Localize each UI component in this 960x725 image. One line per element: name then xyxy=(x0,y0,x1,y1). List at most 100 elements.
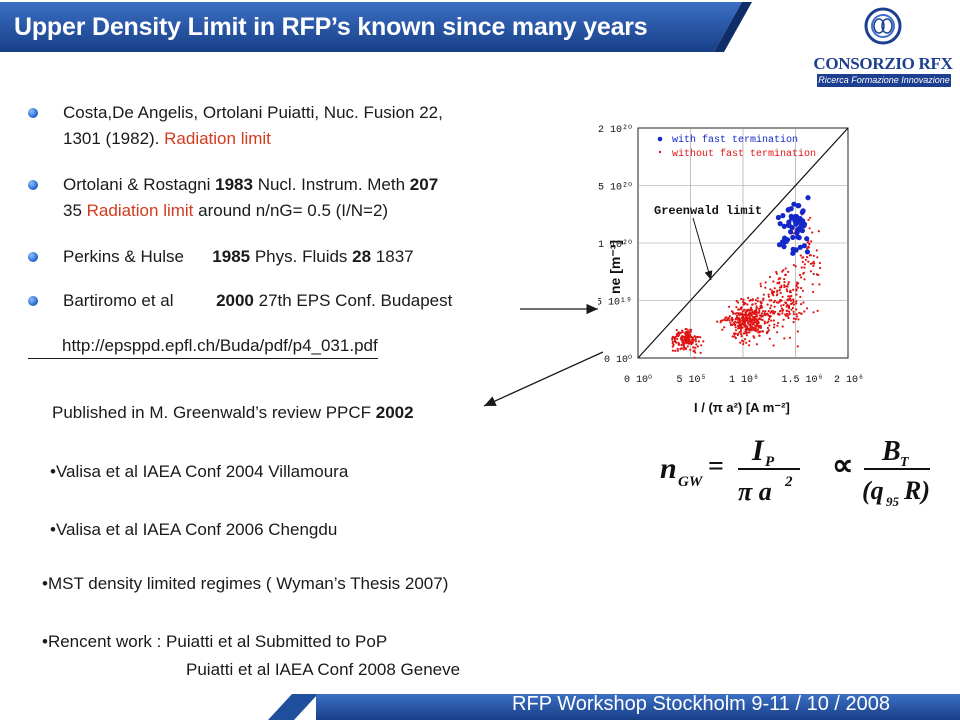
scatter-point-red xyxy=(775,272,778,275)
scatter-point-red xyxy=(742,332,746,335)
scatter-point-red xyxy=(807,218,810,221)
scatter-point-red xyxy=(739,318,742,321)
scatter-point-red xyxy=(761,312,764,315)
scatter-point-red xyxy=(754,299,757,302)
scatter-point-red xyxy=(767,314,770,317)
scatter-point-red xyxy=(772,344,775,347)
scatter-point-blue xyxy=(804,236,810,242)
scatter-point-red xyxy=(788,290,792,293)
scatter-point-red xyxy=(790,308,793,311)
scatter-point-red xyxy=(740,312,744,315)
scatter-point-red xyxy=(739,341,742,344)
scatter-point-blue xyxy=(790,234,796,240)
scatter-point-red xyxy=(672,343,675,346)
scatter-point-red xyxy=(767,293,770,296)
scatter-point-red xyxy=(777,321,780,325)
plot-legend: with fast termination without fast termi… xyxy=(657,134,816,160)
scatter-point-red xyxy=(744,302,747,305)
x-tick-label: 0 10⁰ xyxy=(624,374,652,386)
scatter-point-red xyxy=(735,300,738,303)
scatter-point-blue xyxy=(781,223,787,229)
scatter-point-red xyxy=(744,328,747,331)
scatter-point-red xyxy=(787,298,790,301)
scatter-point-red xyxy=(808,242,811,245)
scatter-point-red xyxy=(795,283,798,286)
scatter-point-red xyxy=(781,325,784,328)
reference-text-part: 27th EPS Conf. Budapest xyxy=(253,291,453,310)
scatter-point-red xyxy=(742,317,745,320)
scatter-point-red xyxy=(804,258,807,261)
scatter-point-red xyxy=(755,327,758,330)
scatter-point-red xyxy=(754,324,757,327)
reference-text-part: Perkins & Hulse xyxy=(63,247,213,266)
reference-text: Costa,De Angelis, Ortolani Puiatti, Nuc.… xyxy=(63,103,443,122)
scatter-point-red xyxy=(756,324,759,327)
bullet-dot-icon xyxy=(28,296,38,306)
scatter-point-red xyxy=(778,310,782,313)
scatter-point-red xyxy=(808,227,811,230)
scatter-point-red xyxy=(726,319,729,322)
scatter-point-red xyxy=(792,303,795,306)
scatter-point-red xyxy=(776,331,779,334)
scatter-point-red xyxy=(755,330,758,333)
scatter-point-red xyxy=(784,301,787,304)
scatter-point-red xyxy=(775,270,778,274)
scatter-point-red xyxy=(780,284,783,287)
reference-item: Ortolani & Rostagni 1983 Nucl. Instrum. … xyxy=(28,172,518,228)
scatter-point-red xyxy=(759,282,762,285)
logo-tagline: Ricerca Formazione Innovazione xyxy=(817,74,951,87)
scatter-point-blue xyxy=(775,214,781,221)
scatter-point-red xyxy=(751,303,754,306)
scatter-point-red xyxy=(817,230,820,233)
scatter-point-blue xyxy=(788,229,794,235)
scatter-point-red xyxy=(768,315,771,319)
scatter-point-red xyxy=(677,331,680,334)
scatter-point-red xyxy=(813,262,816,265)
y-tick-label: 1.5 10²⁰ xyxy=(598,182,632,194)
scatter-point-red xyxy=(778,277,781,280)
formula-rhs-den-sub: 95 xyxy=(886,494,900,509)
scatter-point-red xyxy=(764,286,767,289)
scatter-point-red xyxy=(679,347,682,350)
scatter-point-red xyxy=(798,311,801,314)
scatter-point-red xyxy=(744,322,747,325)
reference-text-part: Ortolani & Rostagni xyxy=(63,175,216,194)
scatter-point-red xyxy=(747,328,750,331)
scatter-point-red xyxy=(681,329,684,332)
scatter-point-red xyxy=(686,345,689,348)
scatter-point-red xyxy=(776,324,779,327)
scatter-point-red xyxy=(751,311,754,314)
scatter-point-red xyxy=(674,349,677,352)
scatter-point-blue xyxy=(789,215,795,221)
scatter-point-red xyxy=(819,266,822,270)
scatter-point-red xyxy=(802,301,805,304)
reference-url[interactable]: http://epsppd.epfl.ch/Buda/pdf/p4_031.pd… xyxy=(28,334,378,359)
scatter-point-red xyxy=(723,318,726,321)
scatter-point-red xyxy=(797,282,800,285)
scatter-point-red xyxy=(816,309,819,312)
scatter-point-red xyxy=(676,347,679,350)
scatter-point-red xyxy=(803,266,806,269)
scatter-point-red xyxy=(772,310,775,313)
scatter-point-red xyxy=(754,321,758,324)
reference-year: 1983 xyxy=(215,175,253,194)
x-tick-labels: 0 10⁰ 5 10⁵ 1 10⁶ 1.5 10⁶ 2 10⁶ xyxy=(624,374,864,386)
scatter-point-red xyxy=(748,331,751,334)
scatter-point-red xyxy=(755,305,758,308)
scatter-point-red xyxy=(784,314,788,317)
slide-title: Upper Density Limit in RFP’s known since… xyxy=(14,13,648,41)
scatter-point-red xyxy=(776,289,779,292)
scatter-point-red xyxy=(695,343,698,346)
title-bar-shape xyxy=(0,2,752,52)
radiation-limit-label: Radiation limit xyxy=(86,201,194,220)
scatter-point-red xyxy=(750,326,753,329)
scatter-point-red xyxy=(694,346,697,349)
scatter-point-red xyxy=(731,335,734,338)
reference-year: 1985 xyxy=(212,247,251,266)
scatter-point-red xyxy=(736,321,739,324)
y-tick-label: 1 10²⁰ xyxy=(598,239,632,251)
scatter-point-red xyxy=(765,332,769,335)
scatter-point-red xyxy=(738,323,741,326)
scatter-point-red xyxy=(732,312,735,315)
